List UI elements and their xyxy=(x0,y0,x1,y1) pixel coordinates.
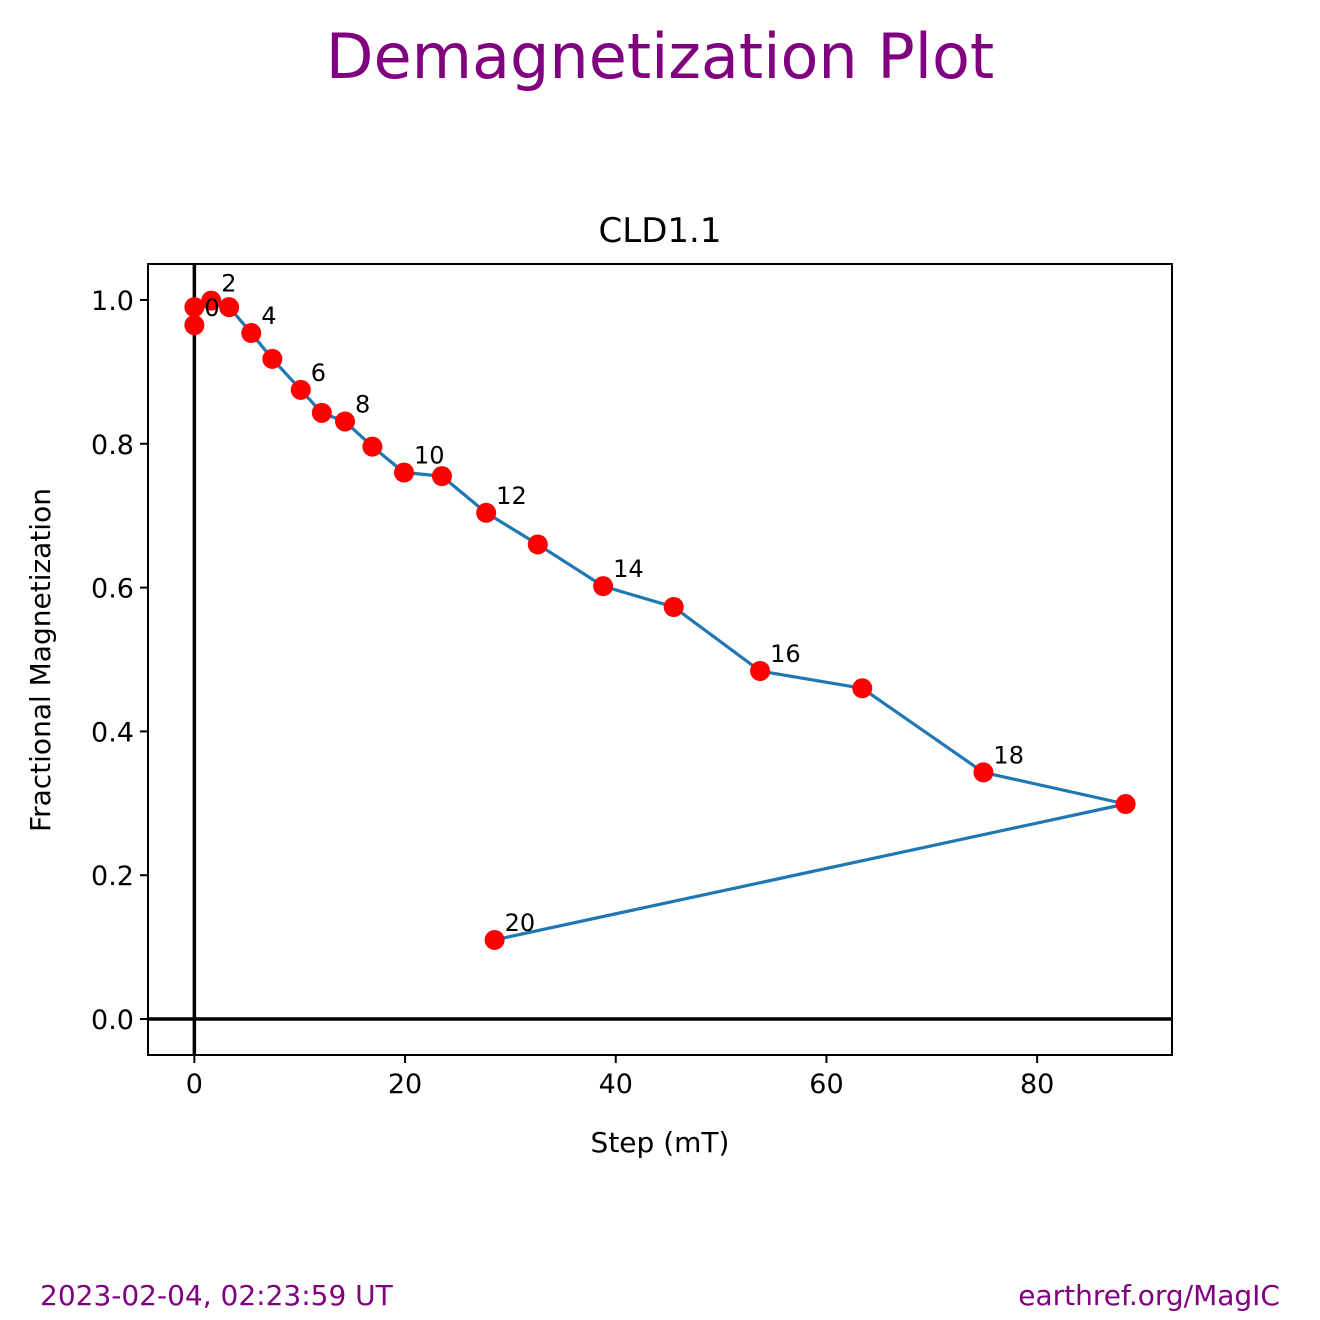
data-point-15 xyxy=(663,597,684,618)
data-point-19 xyxy=(1115,794,1136,815)
point-label-14: 14 xyxy=(613,555,644,583)
data-point-20 xyxy=(484,929,505,950)
data-point-8 xyxy=(335,411,356,432)
y-tick-label-5: 1.0 xyxy=(91,286,134,317)
data-point-11 xyxy=(431,466,452,487)
data-point-12 xyxy=(476,502,497,523)
point-label-4: 4 xyxy=(261,302,276,330)
data-point-10 xyxy=(394,462,414,483)
data-point-16 xyxy=(750,661,771,682)
point-label-8: 8 xyxy=(355,390,370,418)
y-tick-label-3: 0.6 xyxy=(91,574,134,605)
y-tick-label-2: 0.4 xyxy=(91,717,134,748)
x-tick-label-20: 20 xyxy=(388,1069,422,1100)
y-axis-label: Fractional Magnetization xyxy=(24,488,57,832)
point-label-18: 18 xyxy=(993,741,1024,769)
data-point-18 xyxy=(973,762,994,783)
data-point-4 xyxy=(241,323,262,344)
point-label-0: 0 xyxy=(204,294,219,322)
y-tick-label-1: 0.2 xyxy=(91,861,134,892)
data-point-3 xyxy=(219,297,240,318)
footer-timestamp: 2023-02-04, 02:23:59 UT xyxy=(40,1279,394,1312)
point-label-10: 10 xyxy=(414,442,445,470)
chart-title: CLD1.1 xyxy=(599,211,722,251)
data-point-7 xyxy=(311,402,332,423)
x-tick-label-80: 80 xyxy=(1020,1069,1054,1100)
y-tick-label-0: 0.0 xyxy=(91,1005,134,1036)
data-point-0 xyxy=(184,315,205,336)
x-axis-label: Step (mT) xyxy=(591,1126,730,1159)
data-point-1 xyxy=(184,297,205,318)
x-tick-label-0: 0 xyxy=(186,1069,203,1100)
data-point-9 xyxy=(362,436,383,457)
data-point-13 xyxy=(527,534,548,555)
data-point-14 xyxy=(593,576,614,597)
point-label-20: 20 xyxy=(505,909,536,937)
point-label-12: 12 xyxy=(496,482,527,510)
y-tick-label-4: 0.8 xyxy=(91,430,134,461)
point-label-2: 2 xyxy=(221,270,236,298)
x-tick-label-60: 60 xyxy=(809,1069,843,1100)
footer-source: earthref.org/MagIC xyxy=(1018,1279,1280,1312)
point-label-6: 6 xyxy=(311,359,326,387)
point-label-16: 16 xyxy=(770,640,801,668)
data-point-6 xyxy=(290,379,311,400)
axes-frame xyxy=(147,263,1173,1056)
data-point-17 xyxy=(852,678,873,699)
data-point-5 xyxy=(262,348,283,369)
x-tick-label-40: 40 xyxy=(599,1069,633,1100)
figure-title: Demagnetization Plot xyxy=(326,20,994,93)
data-point-2 xyxy=(201,290,222,311)
